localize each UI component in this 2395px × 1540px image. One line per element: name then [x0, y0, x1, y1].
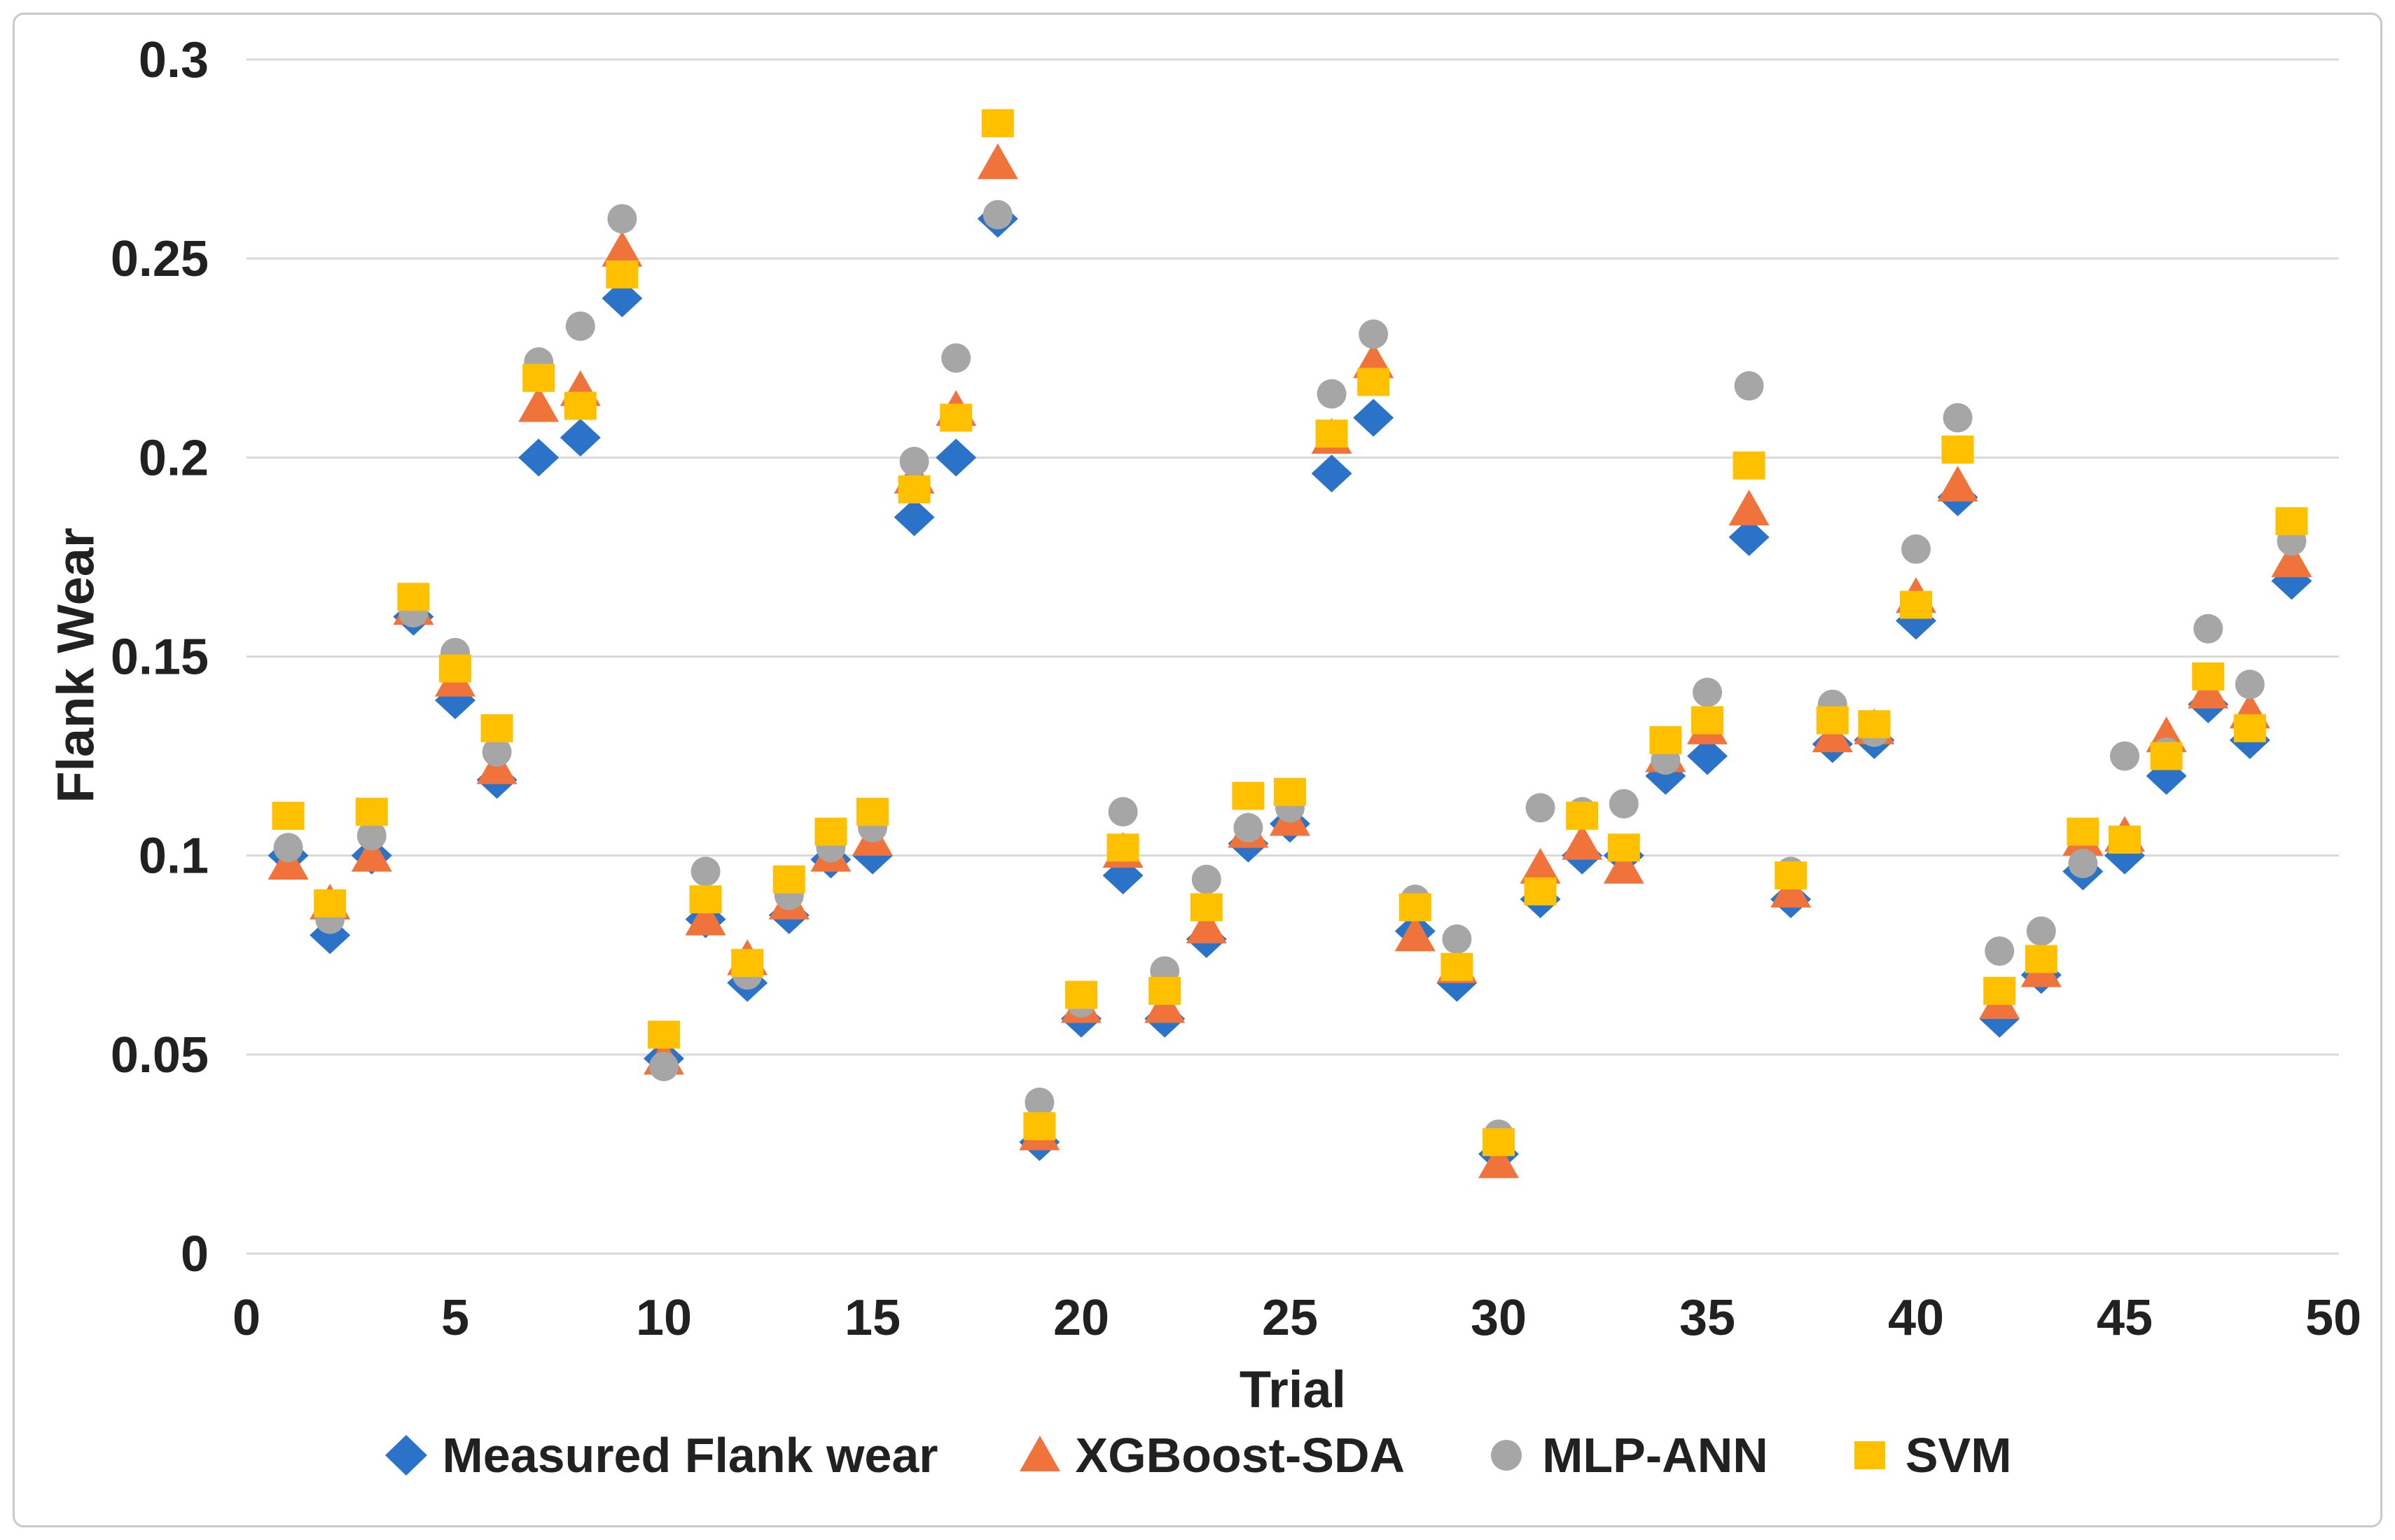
y-axis-title: Flank Wear — [46, 527, 105, 803]
legend: Measured Flank wear XGBoost-SDA SVM MLP-… — [0, 1427, 2395, 1483]
x-tick-label: 45 — [2097, 1290, 2153, 1346]
x-tick-label: 0 — [232, 1290, 261, 1346]
y-tick-label: 0.3 — [139, 32, 209, 88]
legend-label: XGBoost-SDA — [1075, 1428, 1405, 1483]
x-axis-tick-labels: 0 5 10 15 20 25 30 35 40 45 50 — [232, 1290, 2361, 1346]
legend-label: MLP-ANN — [1542, 1428, 1768, 1483]
x-tick-label: 40 — [1888, 1290, 1944, 1346]
y-tick-label: 0.15 — [111, 630, 209, 686]
legend-item-mlp-ann: SVM MLP-ANN — [1483, 1427, 1768, 1483]
y-tick-label: 0.1 — [139, 828, 209, 885]
x-tick-label: 35 — [1679, 1290, 1735, 1346]
legend-item-svm: SVM — [1847, 1427, 2012, 1483]
series-svm — [272, 109, 2308, 1156]
circle-marker-icon — [1491, 1440, 1522, 1471]
x-axis-title: Trial — [1239, 1360, 1347, 1419]
legend-label: Measured Flank wear — [442, 1428, 938, 1483]
x-tick-label: 10 — [636, 1290, 692, 1346]
legend-label: SVM — [1905, 1428, 2012, 1483]
x-tick-label: 5 — [441, 1290, 469, 1346]
x-tick-label: 25 — [1262, 1290, 1318, 1346]
y-tick-label: 0.2 — [139, 430, 209, 486]
gridlines — [247, 58, 2339, 1255]
legend-item-xgboost-sda: XGBoost-SDA — [1017, 1427, 1405, 1483]
x-tick-label: 20 — [1053, 1290, 1109, 1346]
legend-item-measured-flank-wear: Measured Flank wear — [383, 1427, 938, 1483]
x-tick-label: 15 — [845, 1290, 901, 1346]
x-tick-label: 50 — [2305, 1290, 2361, 1346]
x-tick-label: 30 — [1471, 1290, 1527, 1346]
diamond-marker-icon — [385, 1435, 428, 1476]
y-tick-label: 0.25 — [111, 231, 209, 287]
y-tick-label: 0.05 — [111, 1027, 209, 1083]
y-axis-tick-labels: 0 0.05 0.1 0.15 0.2 0.25 0.3 — [111, 32, 209, 1282]
triangle-marker-icon — [1019, 1436, 1060, 1471]
series-measured-flank-wear — [268, 200, 2312, 1173]
y-tick-label: 0 — [181, 1226, 209, 1282]
square-marker-icon — [1854, 1441, 1885, 1469]
